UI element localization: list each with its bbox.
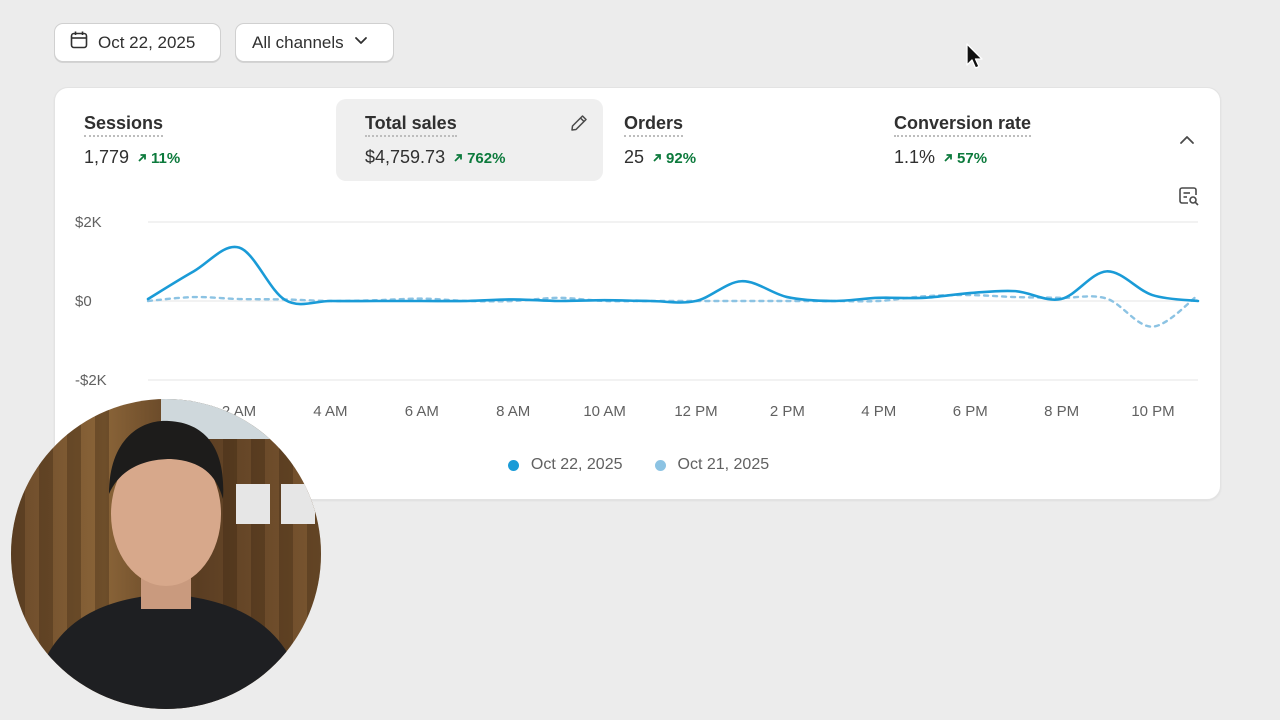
chart-legend: Oct 22, 2025 Oct 21, 2025 bbox=[55, 456, 1222, 474]
chevron-up-icon[interactable] bbox=[1177, 130, 1197, 150]
webcam-overlay bbox=[11, 399, 321, 709]
chart-search-icon[interactable] bbox=[1178, 185, 1200, 207]
date-filter-button[interactable]: Oct 22, 2025 bbox=[54, 23, 221, 62]
sales-line-chart: $2K$0-$2K2 AM 4 AM 6 AM 8 AM 10 AM 12 PM 2 PM 4… bbox=[75, 214, 1200, 420]
x-tick-label: 8 AM bbox=[496, 403, 530, 420]
metric-value: 1.1% bbox=[894, 147, 936, 167]
metric-orders[interactable]: Orders 25 92% bbox=[595, 99, 862, 181]
y-tick-label: -$2K bbox=[75, 372, 107, 389]
x-tick-label: 4 PM bbox=[861, 403, 896, 420]
metric-label: Orders bbox=[624, 113, 684, 137]
metric-conversion-rate[interactable]: Conversion rate 1.1% 57% bbox=[865, 99, 1132, 181]
metric-change-value: 92% bbox=[666, 149, 697, 167]
metric-label: Total sales bbox=[365, 113, 457, 137]
x-tick-label: 6 AM bbox=[405, 403, 439, 420]
chevron-down-icon bbox=[353, 32, 369, 53]
y-tick-label: $2K bbox=[75, 214, 102, 231]
metric-change-value: 11% bbox=[151, 149, 181, 167]
x-tick-label: 10 AM bbox=[583, 403, 626, 420]
arrow-up-right-icon bbox=[454, 154, 462, 162]
date-filter-label: Oct 22, 2025 bbox=[98, 32, 196, 52]
metric-sessions[interactable]: Sessions 1,779 11% bbox=[55, 99, 322, 181]
x-tick-label: 10 PM bbox=[1131, 403, 1174, 420]
x-tick-label: 6 PM bbox=[953, 403, 988, 420]
metric-change: 11% bbox=[137, 150, 180, 167]
legend-item-current[interactable]: Oct 22, 2025 bbox=[507, 456, 623, 474]
arrow-up-right-icon bbox=[944, 154, 952, 162]
metric-total-sales[interactable]: Total sales $4,759.73 762% bbox=[336, 99, 603, 181]
legend-label: Oct 22, 2025 bbox=[530, 456, 623, 473]
mouse-cursor-icon bbox=[966, 43, 983, 69]
metric-label: Conversion rate bbox=[894, 113, 1032, 137]
x-tick-label: 4 AM bbox=[313, 403, 347, 420]
metric-change-value: 762% bbox=[467, 149, 506, 167]
metric-change: 92% bbox=[652, 150, 696, 167]
metric-value: 25 bbox=[624, 147, 645, 167]
arrow-up-right-icon bbox=[653, 154, 661, 162]
x-tick-label: 2 PM bbox=[770, 403, 805, 420]
arrow-up-right-icon bbox=[138, 154, 146, 162]
metric-change: 762% bbox=[453, 150, 505, 167]
calendar-icon bbox=[69, 30, 89, 55]
y-tick-label: $0 bbox=[75, 293, 92, 310]
series-line-previous bbox=[146, 293, 1200, 328]
pencil-icon[interactable] bbox=[569, 113, 589, 133]
metric-value: 1,779 bbox=[84, 147, 130, 167]
legend-item-previous[interactable]: Oct 21, 2025 bbox=[654, 456, 770, 474]
series-line-current bbox=[146, 245, 1200, 306]
channel-filter-label: All channels bbox=[252, 32, 344, 52]
metric-change-value: 57% bbox=[957, 149, 988, 167]
x-tick-label: 12 PM bbox=[674, 403, 717, 420]
metric-label: Sessions bbox=[84, 113, 164, 137]
legend-dot-previous bbox=[654, 459, 666, 471]
metric-value: $4,759.73 bbox=[365, 147, 446, 167]
metric-change: 57% bbox=[943, 150, 987, 167]
legend-label: Oct 21, 2025 bbox=[677, 456, 770, 473]
channel-filter-button[interactable]: All channels bbox=[235, 23, 394, 62]
x-tick-label: 8 PM bbox=[1044, 403, 1079, 420]
legend-dot-current bbox=[507, 459, 519, 471]
